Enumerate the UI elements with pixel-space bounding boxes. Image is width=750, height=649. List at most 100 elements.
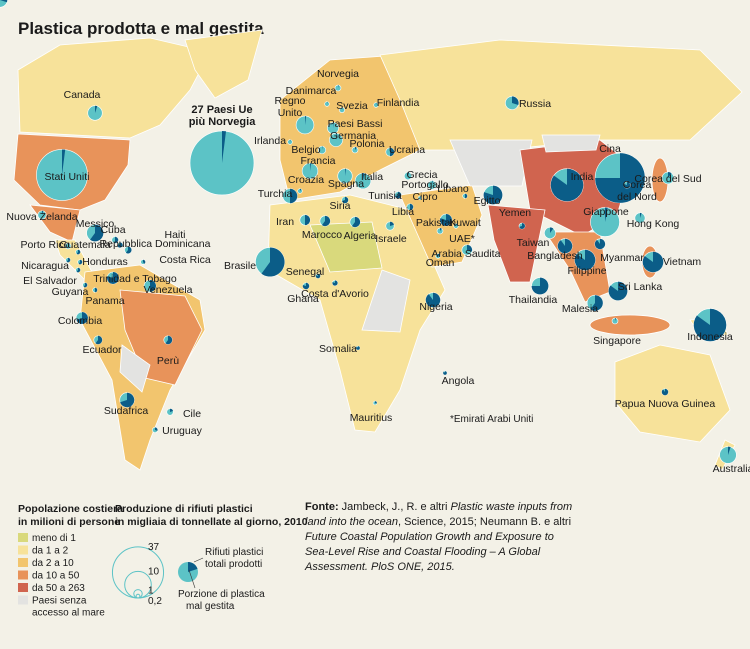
country-label: Irlanda bbox=[254, 135, 286, 147]
mismanaged-wedge bbox=[661, 388, 669, 396]
legend-label: accesso al mare bbox=[32, 608, 105, 619]
country-label: Yemen bbox=[499, 207, 531, 219]
mismanaged-wedge bbox=[605, 207, 608, 222]
country-label: Nuova Zelanda bbox=[6, 211, 77, 223]
legend-example-wedge bbox=[188, 562, 198, 572]
country-label: El Salvador bbox=[23, 275, 77, 287]
country-label: Nigeria bbox=[419, 301, 452, 313]
country-label: Pakistan bbox=[416, 217, 456, 229]
country-label: Croazia bbox=[288, 174, 324, 186]
indonesia bbox=[589, 314, 671, 336]
country-label: Oman bbox=[426, 257, 455, 269]
source: Fonte: Jambeck, J., R. e altri Plastic w… bbox=[305, 500, 575, 575]
country-label: Malesia bbox=[562, 303, 598, 315]
mismanaged-wedge bbox=[483, 185, 503, 205]
legend-label: da 2 a 10 bbox=[32, 558, 74, 569]
legend-label: Paesi senza bbox=[32, 596, 87, 607]
mismanaged-wedge bbox=[120, 392, 135, 408]
mismanaged-wedge bbox=[150, 280, 156, 292]
russia bbox=[379, 39, 743, 151]
mismanaged-wedge bbox=[78, 259, 83, 265]
country-label: Regno Unito bbox=[275, 95, 306, 119]
legend-leader bbox=[193, 557, 204, 563]
country-label: Algeria bbox=[344, 230, 377, 242]
mismanaged-wedge bbox=[333, 122, 334, 128]
country-label: Canada bbox=[64, 89, 101, 101]
mismanaged-wedge bbox=[310, 163, 311, 171]
country-label: Brasile bbox=[224, 260, 256, 272]
legend-label: totali prodotti bbox=[205, 559, 262, 570]
country-label: Australia bbox=[713, 463, 750, 475]
mismanaged-wedge bbox=[355, 147, 357, 150]
legend-tick-label: 1 bbox=[148, 586, 154, 597]
country-label: Cuba bbox=[100, 224, 125, 236]
mismanaged-wedge bbox=[0, 0, 8, 3]
mismanaged-wedge bbox=[351, 216, 361, 228]
mismanaged-wedge bbox=[425, 292, 441, 308]
country-label: Perù bbox=[157, 355, 179, 367]
mismanaged-wedge bbox=[519, 223, 525, 229]
source-title: Plastic waste inputs from land into the … bbox=[305, 501, 573, 528]
bubble bbox=[0, 0, 8, 8]
country-label: Costa d'Avorio bbox=[301, 288, 369, 300]
mismanaged-wedge bbox=[345, 168, 346, 176]
mismanaged-wedge bbox=[143, 259, 146, 264]
mismanaged-wedge bbox=[305, 116, 307, 125]
mismanaged-wedge bbox=[408, 172, 410, 176]
country-label: Paesi Bassi bbox=[328, 118, 383, 130]
country-label: Portogallo bbox=[401, 179, 448, 191]
country-label: Iran bbox=[276, 216, 294, 228]
footnote: *Emirati Arabi Uniti bbox=[450, 414, 533, 425]
country-label: Ucraina bbox=[389, 144, 425, 156]
europe bbox=[279, 54, 421, 201]
middle-east bbox=[399, 184, 483, 268]
legend-swatch bbox=[18, 533, 28, 542]
mismanaged-wedge bbox=[95, 335, 103, 345]
country-label: Giappone bbox=[583, 206, 629, 218]
greenland bbox=[184, 29, 263, 99]
central-africa bbox=[361, 269, 411, 333]
country-label: Germania bbox=[330, 130, 376, 142]
mismanaged-wedge bbox=[594, 238, 606, 250]
legend-swatch bbox=[18, 583, 28, 592]
mismanaged-wedge bbox=[95, 105, 98, 113]
source-text: , Science, 2015; Neumann B. e altri bbox=[397, 516, 572, 528]
country-label: Angola bbox=[442, 375, 475, 387]
country-label: Stati Uniti bbox=[45, 171, 90, 183]
mismanaged-wedge bbox=[642, 251, 664, 273]
country-label: Libia bbox=[392, 206, 414, 218]
source-title: Future Coastal Population Growth and Exp… bbox=[305, 531, 554, 573]
legend-label: Rifiuti plastici bbox=[205, 547, 263, 558]
source-lead: Fonte: bbox=[305, 501, 339, 513]
mismanaged-wedge bbox=[165, 335, 173, 345]
mismanaged-wedge bbox=[595, 153, 645, 203]
mismanaged-wedge bbox=[531, 277, 549, 295]
legend-label: mal gestita bbox=[186, 601, 235, 612]
mismanaged-wedge bbox=[668, 172, 672, 178]
country-label: Messico bbox=[76, 218, 115, 230]
canada bbox=[17, 37, 211, 139]
mismanaged-wedge bbox=[443, 371, 447, 375]
mismanaged-wedge bbox=[338, 85, 339, 88]
country-label: Senegal bbox=[286, 266, 325, 278]
mongolia bbox=[541, 134, 601, 153]
mismanaged-wedge bbox=[640, 212, 642, 218]
country-label: Turchia bbox=[258, 188, 293, 200]
legend-tick-label: 37 bbox=[148, 542, 160, 553]
country-label: Cipro bbox=[412, 191, 437, 203]
india bbox=[487, 204, 546, 283]
mismanaged-wedge bbox=[467, 244, 473, 252]
legend-label: Porzione di plastica bbox=[178, 589, 265, 600]
mismanaged-wedge bbox=[170, 408, 174, 412]
country-label: Somalia bbox=[319, 343, 357, 355]
country-label: Panama bbox=[85, 295, 124, 307]
mismanaged-wedge bbox=[390, 147, 395, 157]
country-label: Russia bbox=[519, 98, 551, 110]
mismanaged-wedge bbox=[608, 281, 628, 301]
mismanaged-wedge bbox=[66, 257, 71, 263]
mismanaged-wedge bbox=[590, 295, 603, 311]
mismanaged-wedge bbox=[90, 224, 104, 242]
country-label: UAE* bbox=[449, 233, 475, 245]
